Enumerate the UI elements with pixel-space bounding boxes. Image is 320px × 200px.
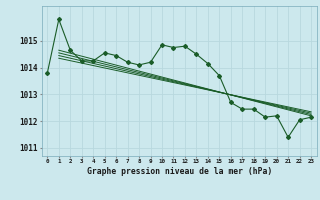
X-axis label: Graphe pression niveau de la mer (hPa): Graphe pression niveau de la mer (hPa)	[87, 167, 272, 176]
